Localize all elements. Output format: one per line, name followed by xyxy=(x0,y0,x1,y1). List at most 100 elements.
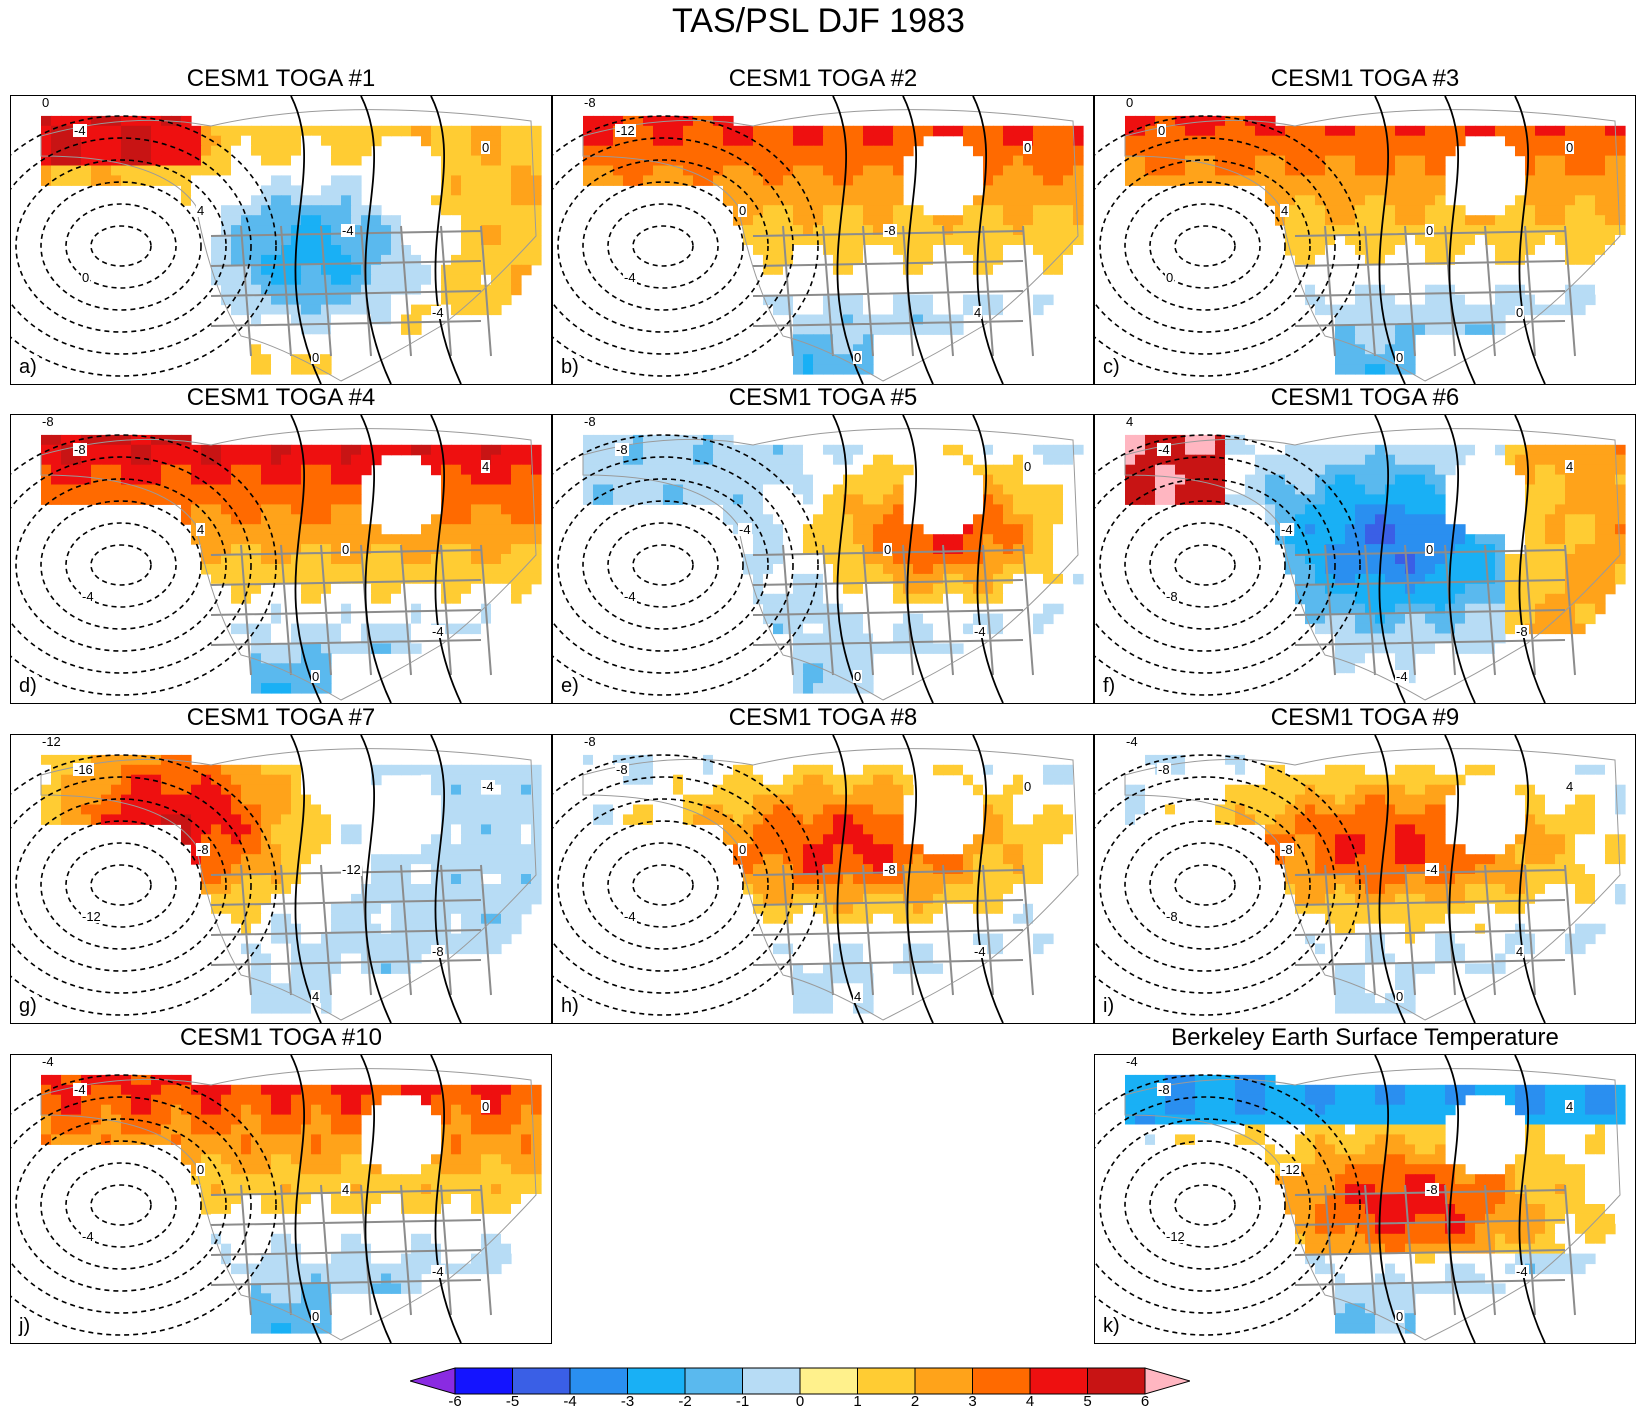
anomaly-cell xyxy=(271,444,282,456)
anomaly-cell xyxy=(793,324,804,335)
anomaly-cell xyxy=(1505,524,1516,535)
anomaly-cell xyxy=(331,155,342,167)
anomaly-cell xyxy=(121,774,132,786)
anomaly-cell xyxy=(753,225,764,236)
anomaly-cell xyxy=(1335,314,1346,325)
anomaly-cell xyxy=(583,115,594,127)
anomaly-cell xyxy=(371,583,382,595)
anomaly-cell xyxy=(291,824,302,835)
anomaly-cell xyxy=(1033,175,1044,186)
anomaly-cell xyxy=(201,195,212,206)
anomaly-cell xyxy=(823,583,834,595)
anomaly-cell xyxy=(1043,474,1054,486)
anomaly-cell xyxy=(231,145,242,157)
anomaly-cell xyxy=(1615,504,1626,515)
anomaly-cell xyxy=(341,623,352,635)
anomaly-cell xyxy=(683,155,694,167)
anomaly-cell xyxy=(381,304,392,316)
anomaly-cell xyxy=(271,274,282,286)
anomaly-cell xyxy=(221,135,232,147)
anomaly-cell xyxy=(251,294,262,306)
anomaly-cell xyxy=(71,165,82,176)
anomaly-cell xyxy=(903,215,914,226)
anomaly-cell xyxy=(51,434,62,446)
anomaly-cell xyxy=(91,494,102,505)
map-frame: -8 -12 -4 0 -8 4 0 0 b) xyxy=(552,95,1094,385)
anomaly-cell xyxy=(301,264,312,276)
anomaly-cell xyxy=(261,364,272,375)
anomaly-cell xyxy=(953,534,964,545)
anomaly-cell xyxy=(803,444,814,456)
anomaly-cell xyxy=(211,225,222,236)
anomaly-cell xyxy=(241,834,252,845)
anomaly-cell xyxy=(371,284,382,296)
anomaly-cell xyxy=(411,324,422,335)
anomaly-cell xyxy=(491,484,502,495)
anomaly-cell xyxy=(733,215,744,226)
anomaly-cell xyxy=(251,354,262,365)
anomaly-cell xyxy=(863,484,874,495)
anomaly-cell xyxy=(983,215,994,226)
anomaly-cell xyxy=(1495,613,1506,625)
anomaly-cell xyxy=(1265,444,1276,456)
anomaly-cell xyxy=(391,225,402,236)
anomaly-cell xyxy=(1455,215,1466,226)
anomaly-cell xyxy=(1495,125,1506,137)
anomaly-cell xyxy=(703,484,714,495)
anomaly-cell xyxy=(341,274,352,286)
anomaly-cell xyxy=(1395,603,1406,615)
anomaly-cell xyxy=(341,235,352,246)
anomaly-cell xyxy=(1013,623,1024,635)
anomaly-cell xyxy=(903,524,914,535)
anomaly-cell xyxy=(943,554,954,565)
anomaly-cell xyxy=(903,633,914,644)
anomaly-cell xyxy=(683,454,694,466)
anomaly-cell xyxy=(491,474,502,486)
anomaly-cell xyxy=(251,613,262,625)
anomaly-cell xyxy=(91,155,102,167)
anomaly-cell xyxy=(953,284,964,296)
anomaly-cell xyxy=(753,145,764,157)
anomaly-cell xyxy=(1305,165,1316,176)
anomaly-cell xyxy=(653,434,664,446)
anomaly-cell xyxy=(1565,534,1576,545)
anomaly-cell xyxy=(1355,683,1366,694)
anomaly-cell xyxy=(1615,135,1626,147)
anomaly-cell xyxy=(321,364,332,375)
anomaly-cell xyxy=(1615,494,1626,505)
anomaly-cell xyxy=(51,115,62,127)
psl-contour-negative xyxy=(1099,159,1311,333)
anomaly-cell xyxy=(431,514,442,525)
anomaly-cell xyxy=(351,135,362,147)
anomaly-cell xyxy=(1295,135,1306,147)
anomaly-cell xyxy=(1155,165,1166,176)
anomaly-cell xyxy=(933,444,944,456)
anomaly-cell xyxy=(1215,155,1226,167)
anomaly-cell xyxy=(1425,145,1436,157)
anomaly-cell xyxy=(1023,564,1034,575)
anomaly-cell xyxy=(331,544,342,555)
anomaly-cell xyxy=(511,474,522,486)
anomaly-cell xyxy=(531,534,542,545)
anomaly-cell xyxy=(501,554,512,565)
anomaly-cell xyxy=(813,613,824,625)
panel-letter: e) xyxy=(559,675,581,697)
anomaly-cell xyxy=(1555,554,1566,565)
anomaly-cell xyxy=(813,225,824,236)
anomaly-cell xyxy=(241,504,252,515)
anomaly-cell xyxy=(993,195,1004,206)
anomaly-cell xyxy=(1555,474,1566,486)
anomaly-cell xyxy=(1135,474,1146,486)
anomaly-cell xyxy=(1275,185,1286,196)
anomaly-cell xyxy=(853,274,864,286)
anomaly-cell xyxy=(261,225,272,236)
anomaly-cell xyxy=(1285,494,1296,505)
anomaly-cell xyxy=(1185,484,1196,495)
anomaly-cell xyxy=(893,564,904,575)
anomaly-cell xyxy=(141,784,152,796)
anomaly-cell xyxy=(583,474,594,486)
anomaly-cell xyxy=(1575,613,1586,625)
anomaly-cell xyxy=(1435,245,1446,256)
anomaly-cell xyxy=(803,474,814,486)
anomaly-cell xyxy=(1043,155,1054,167)
